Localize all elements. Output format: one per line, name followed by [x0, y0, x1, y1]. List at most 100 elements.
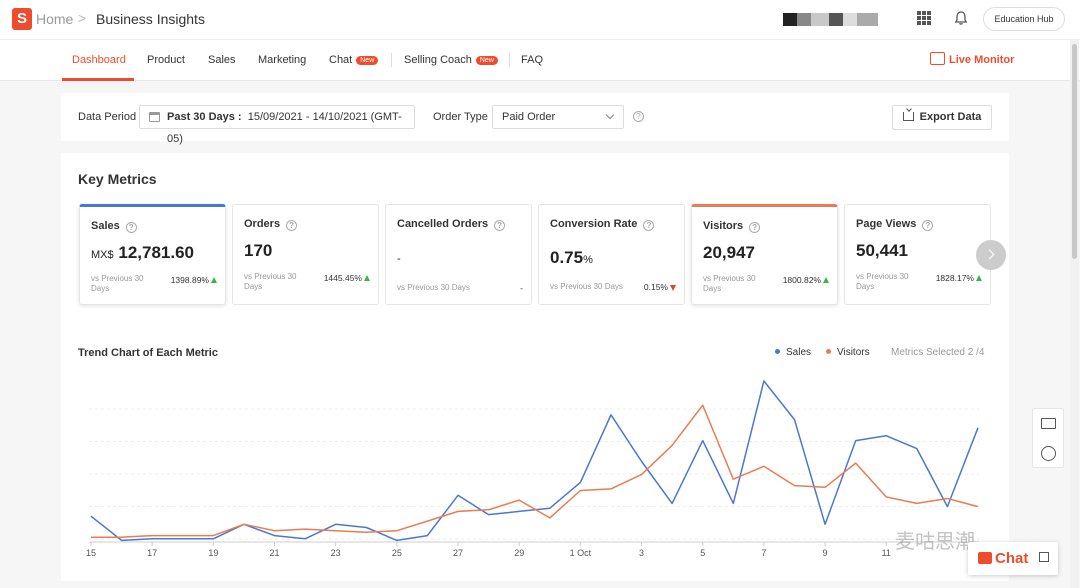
- breadcrumb-home[interactable]: Home: [36, 11, 74, 27]
- metric-compare: vs Previous 30 Days: [856, 272, 909, 291]
- metric-card-page-views[interactable]: Page Views? 50,441 vs Previous 30 Days 1…: [844, 204, 991, 305]
- arrow-down-icon: [670, 285, 676, 291]
- metric-compare: vs Previous 30 Days: [91, 274, 144, 293]
- metric-change: 1800.82%: [783, 275, 829, 285]
- x-tick-label: 29: [514, 548, 524, 558]
- help-icon[interactable]: ?: [286, 220, 298, 231]
- metric-value-text: 12,781.60: [118, 243, 194, 262]
- chat-label: Chat: [995, 550, 1029, 567]
- expand-icon[interactable]: [1039, 552, 1049, 562]
- scroll-thumb[interactable]: [1072, 44, 1077, 259]
- help-icon[interactable]: ?: [125, 222, 137, 233]
- x-tick-label: 15: [86, 548, 96, 558]
- metric-compare: vs Previous 30 Days: [703, 274, 756, 293]
- tab-selling-coach[interactable]: Selling Coach New: [404, 54, 498, 66]
- education-hub-button[interactable]: Education Hub: [983, 7, 1065, 31]
- metric-name: Sales?: [91, 220, 137, 233]
- tab-dashboard[interactable]: Dashboard: [72, 54, 126, 66]
- x-tick-label: 3: [639, 548, 644, 558]
- tab-sales[interactable]: Sales: [208, 54, 236, 66]
- metric-card-cancelled-orders[interactable]: Cancelled Orders? - vs Previous 30 Days …: [385, 204, 532, 305]
- metric-name: Visitors?: [703, 220, 761, 233]
- metric-change: 1828.17%: [936, 273, 982, 283]
- apps-grid-icon[interactable]: [917, 11, 931, 25]
- metric-name: Orders?: [244, 218, 298, 231]
- help-icon[interactable]: ?: [633, 111, 644, 122]
- metric-change-text: 1800.82%: [782, 275, 821, 285]
- order-type-value: Paid Order: [502, 111, 556, 123]
- metric-change: -: [520, 283, 523, 293]
- watermark: 麦咕思潮: [895, 529, 975, 553]
- metric-value: 50,441: [856, 241, 908, 260]
- filter-card: Data Period Past 30 Days : 15/09/2021 - …: [61, 93, 1009, 145]
- metric-name-text: Orders: [244, 218, 281, 230]
- x-tick-label: 21: [270, 548, 280, 558]
- tab-marketing[interactable]: Marketing: [258, 54, 306, 66]
- metric-compare: vs Previous 30 Days: [397, 283, 470, 292]
- user-name-redacted[interactable]: [783, 13, 878, 26]
- live-monitor-link[interactable]: Live Monitor: [930, 52, 1014, 66]
- x-tick-label: 9: [823, 548, 828, 558]
- help-icon[interactable]: ?: [749, 222, 761, 233]
- metric-change-text: 1445.45%: [323, 273, 362, 283]
- tab-label: Dashboard: [72, 54, 126, 66]
- metric-name: Cancelled Orders?: [397, 218, 506, 231]
- key-metrics-card: Key Metrics Sales? MX$ 12,781.60 vs Prev…: [61, 153, 1009, 581]
- page-scrollbar[interactable]: [1070, 40, 1079, 588]
- x-tick-label: 25: [392, 548, 402, 558]
- bell-icon[interactable]: [953, 10, 969, 26]
- legend-sales[interactable]: Sales: [775, 347, 811, 358]
- tab-product[interactable]: Product: [147, 54, 185, 66]
- tab-faq[interactable]: FAQ: [521, 54, 543, 66]
- tab-label: Product: [147, 54, 185, 66]
- arrow-up-icon: [364, 275, 370, 281]
- series-line-visitors: [91, 404, 979, 538]
- metric-value: 170: [244, 241, 273, 260]
- mail-icon[interactable]: [1041, 418, 1056, 429]
- page-title: Business Insights: [96, 11, 205, 27]
- metric-value: 0.75%: [550, 248, 593, 268]
- metric-card-conversion-rate[interactable]: Conversion Rate? 0.75% vs Previous 30 Da…: [538, 204, 685, 305]
- export-data-button[interactable]: Export Data: [892, 105, 992, 130]
- metric-value-text: 0.75: [550, 248, 584, 267]
- metric-value: MX$ 12,781.60: [91, 243, 194, 263]
- x-tick-label: 1 Oct: [570, 548, 592, 558]
- export-label: Export Data: [919, 111, 982, 123]
- metric-unit: %: [583, 254, 593, 266]
- help-icon[interactable]: ?: [643, 220, 655, 231]
- x-tick-label: 17: [147, 548, 157, 558]
- metric-value: 20,947: [703, 243, 755, 262]
- legend-dot-icon: [775, 349, 780, 354]
- help-icon[interactable]: ?: [494, 220, 506, 231]
- data-period-label: Data Period: [78, 111, 137, 123]
- chat-button[interactable]: Chat: [968, 542, 1058, 575]
- x-tick-label: 23: [331, 548, 341, 558]
- live-monitor-label: Live Monitor: [949, 54, 1015, 66]
- x-tick-label: 27: [453, 548, 463, 558]
- metric-card-visitors[interactable]: Visitors? 20,947 vs Previous 30 Days 180…: [691, 204, 838, 305]
- metric-value: -: [397, 253, 401, 265]
- trend-chart[interactable]: 15 17 19 21 23 25 27 29 1 Oct 3 5 7 9 11: [61, 153, 1009, 581]
- date-range-value: 15/09/2021 - 14/10/2021 (GMT-05): [167, 111, 402, 145]
- metric-unit: MX$: [91, 249, 114, 261]
- active-tab-indicator: [62, 78, 134, 81]
- metric-change-text: 1398.89%: [170, 275, 209, 285]
- headset-icon[interactable]: [1041, 446, 1056, 461]
- shopee-logo-icon[interactable]: S: [12, 8, 32, 30]
- arrow-up-icon: [823, 277, 829, 283]
- legend-dot-icon: [826, 349, 831, 354]
- order-type-select[interactable]: Paid Order: [492, 105, 624, 129]
- metric-name-text: Visitors: [703, 220, 744, 232]
- legend-label: Sales: [786, 347, 812, 358]
- tab-label: Chat: [329, 54, 353, 66]
- metric-change-text: 0.15%: [643, 282, 668, 292]
- help-icon[interactable]: ?: [922, 220, 934, 231]
- date-range-picker[interactable]: Past 30 Days : 15/09/2021 - 14/10/2021 (…: [139, 105, 415, 145]
- carousel-next-icon[interactable]: [976, 240, 1006, 270]
- legend-visitors[interactable]: Visitors: [826, 347, 870, 358]
- metric-card-sales[interactable]: Sales? MX$ 12,781.60 vs Previous 30 Days…: [79, 204, 226, 305]
- metric-card-orders[interactable]: Orders? 170 vs Previous 30 Days 1445.45%: [232, 204, 379, 305]
- tab-chat[interactable]: Chat New: [329, 54, 379, 66]
- x-tick-label: 5: [700, 548, 705, 558]
- legend-label: Visitors: [837, 347, 870, 358]
